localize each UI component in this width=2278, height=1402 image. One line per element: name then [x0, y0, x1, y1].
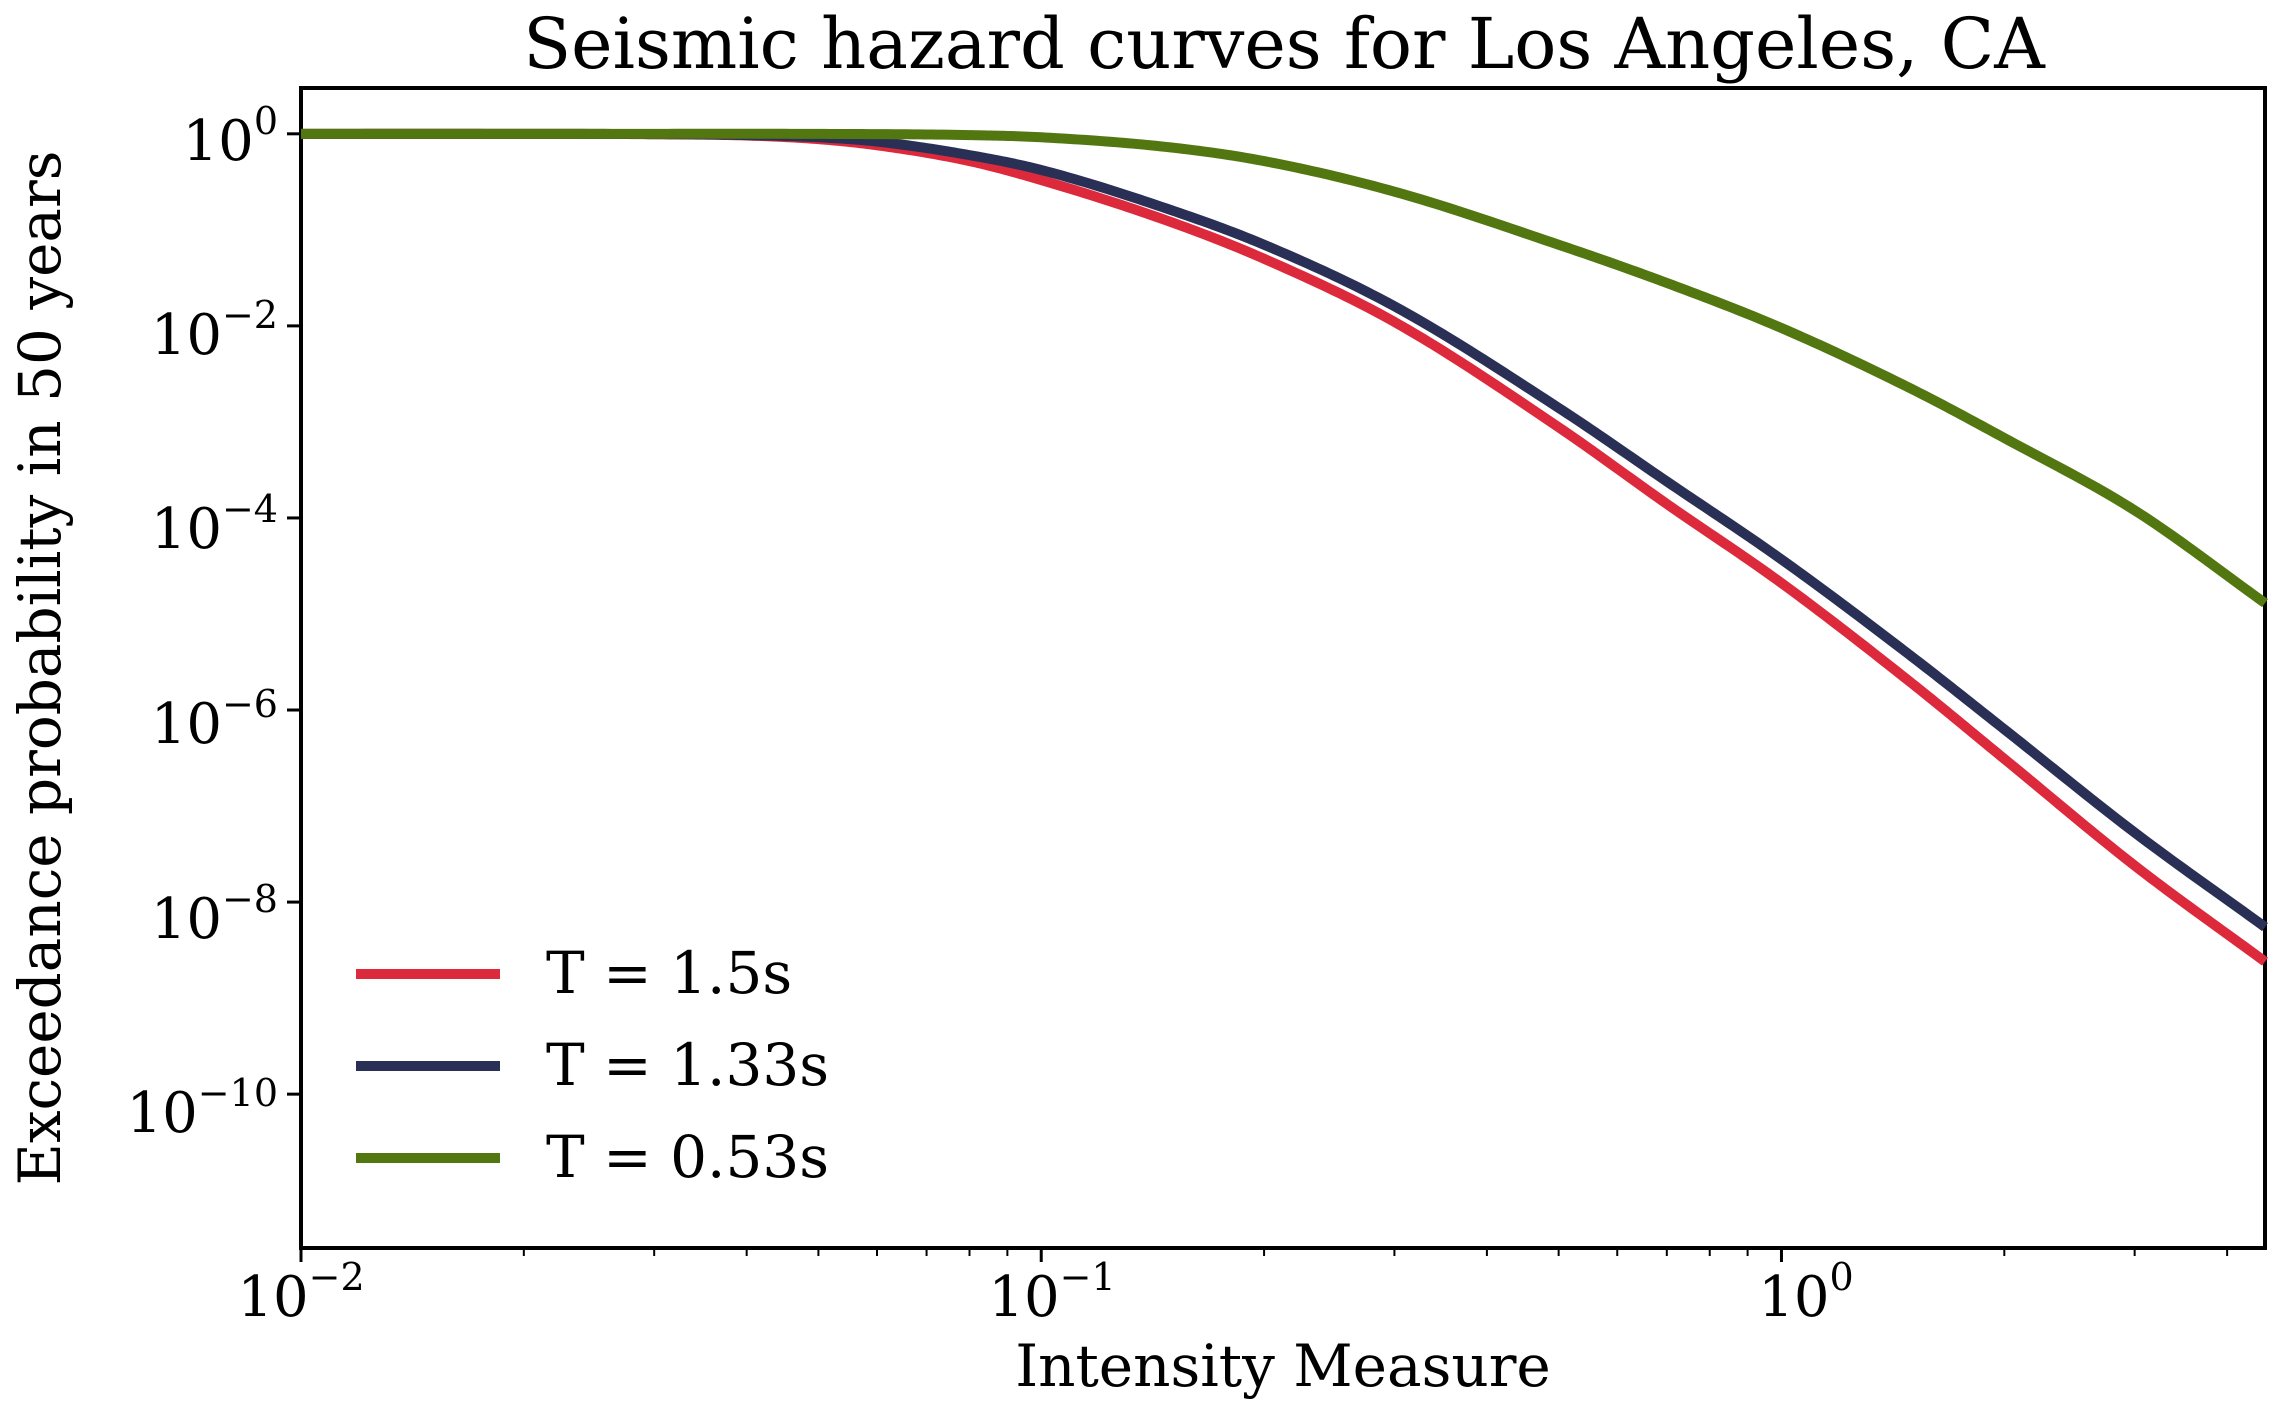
y-tick-label: 10−6 — [151, 682, 278, 757]
x-tick-label: 10−2 — [237, 1255, 364, 1330]
x-tick-label: 10−1 — [988, 1255, 1115, 1330]
y-axis-label: Exceedance probability in 50 years — [6, 151, 74, 1186]
x-tick-label: 100 — [1758, 1255, 1853, 1330]
x-tick-labels: 10−2 10−1 100 — [237, 1255, 1853, 1330]
y-tick-label: 10−4 — [151, 487, 278, 562]
y-tick-labels: 100 10−2 10−4 10−6 10−8 10−10 — [127, 99, 278, 1146]
series-line — [301, 128, 2268, 608]
series-lines — [301, 128, 2268, 966]
x-axis-label: Intensity Measure — [1015, 1332, 1551, 1400]
y-tick-label: 10−10 — [127, 1071, 278, 1146]
chart-title: Seismic hazard curves for Los Angeles, C… — [523, 3, 2046, 85]
legend-label: T = 1.5s — [546, 939, 792, 1007]
legend-label: T = 1.33s — [546, 1031, 829, 1099]
legend-label: T = 0.53s — [546, 1123, 829, 1191]
plot-frame — [299, 86, 2267, 1250]
y-tick-label: 10−2 — [151, 293, 278, 368]
major-ticks — [287, 132, 1783, 1262]
plot-area — [287, 86, 2268, 1262]
y-tick-label: 10−8 — [151, 877, 278, 952]
legend: T = 1.5s T = 1.33s T = 0.53s — [356, 939, 829, 1191]
y-tick-label: 100 — [183, 99, 278, 174]
minor-ticks — [522, 1248, 2229, 1256]
